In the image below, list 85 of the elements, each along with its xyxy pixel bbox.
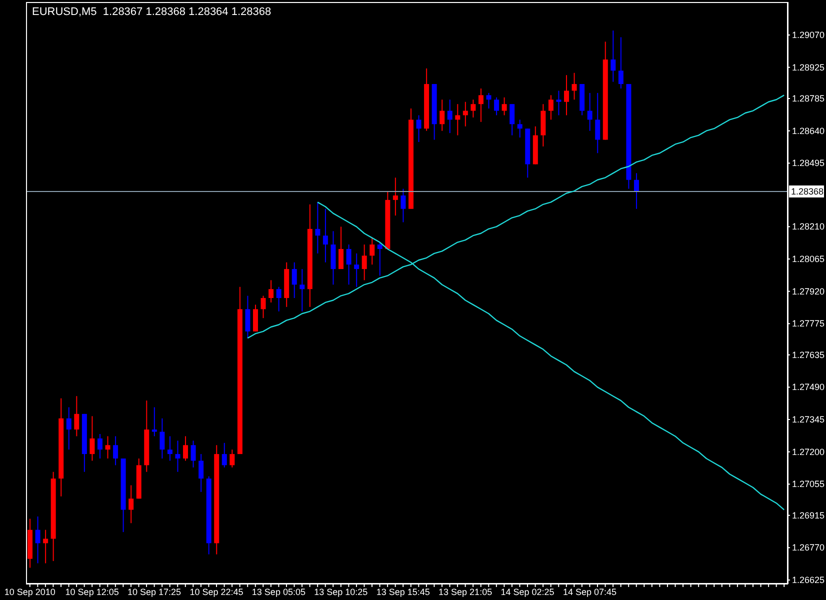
candlestick [494, 96, 500, 116]
candlestick [548, 94, 554, 120]
y-tick-label: 1.26915 [792, 510, 825, 520]
candlestick [440, 99, 445, 132]
candlestick [300, 268, 305, 312]
y-tick-label: 1.28210 [792, 222, 825, 232]
y-tick-label: 1.28640 [792, 126, 825, 136]
candlestick [97, 433, 102, 460]
candlestick [346, 244, 352, 286]
candlestick [43, 529, 48, 564]
candlestick [268, 280, 274, 303]
x-tick-label: 10 Sep 2010 [4, 587, 56, 597]
candlestick [160, 418, 165, 460]
candlestick [634, 172, 639, 210]
candlestick [175, 440, 180, 472]
y-tick-label: 1.27490 [792, 382, 825, 392]
candlestick [564, 74, 570, 116]
candlestick [510, 104, 515, 136]
candlestick [105, 436, 110, 460]
candlestick [354, 252, 360, 288]
candlestick [610, 30, 616, 82]
candlestick [362, 244, 367, 281]
candlestick [595, 92, 600, 154]
candlestick [113, 436, 118, 466]
x-tick-label: 10 Sep 17:25 [128, 587, 182, 597]
y-tick-label: 1.28065 [792, 254, 825, 264]
y-tick-label: 1.27200 [792, 446, 825, 457]
x-tick-label: 13 Sep 15:45 [376, 587, 430, 597]
candlestick [35, 516, 40, 564]
candlestick [517, 119, 522, 138]
candlestick [260, 295, 266, 319]
candlestick [370, 237, 375, 266]
candlestick [486, 92, 492, 110]
candlestick [618, 36, 624, 89]
candlestick [470, 99, 476, 118]
candlestick [276, 286, 282, 312]
candlestick [315, 202, 320, 254]
candlestick [66, 406, 72, 450]
y-tick-label: 1.26770 [792, 542, 825, 553]
candlestick [322, 208, 328, 263]
chart-title: EURUSD,M5 1.28367 1.28368 1.28364 1.28368 [32, 6, 272, 18]
candlestick [167, 436, 172, 462]
candlestick [245, 295, 250, 339]
candlestick [292, 262, 297, 299]
candlestick [447, 99, 452, 134]
candlestick [198, 454, 204, 492]
candlestick [74, 396, 80, 437]
x-tick-label: 14 Sep 02:25 [500, 587, 554, 597]
candlestick [152, 406, 157, 437]
y-tick-label: 1.28925 [792, 62, 825, 72]
candlestick [556, 90, 562, 116]
candlestick [502, 96, 507, 116]
candlestick [400, 188, 406, 223]
y-tick-label: 1.27055 [792, 479, 825, 490]
x-tick-label: 10 Sep 12:05 [65, 587, 119, 597]
candlestick [392, 177, 398, 216]
y-tick-label: 1.28495 [792, 158, 825, 168]
y-tick-label: 1.27635 [792, 350, 825, 360]
candlestick [190, 440, 196, 468]
x-tick-label: 13 Sep 10:25 [314, 587, 368, 597]
x-tick-label: 10 Sep 22:45 [190, 587, 244, 597]
candlestick [222, 442, 227, 468]
candlestick [377, 242, 382, 276]
candlestick [230, 449, 235, 468]
candlestick [252, 304, 258, 332]
candlestick [128, 484, 134, 524]
candlestick [587, 92, 592, 132]
y-tick-label: 1.26625 [792, 574, 825, 585]
candlestick [462, 101, 468, 127]
candlestick [455, 104, 460, 136]
candlestick [183, 436, 188, 462]
candlestick [338, 226, 344, 270]
x-tick-label: 13 Sep 05:05 [252, 587, 306, 597]
candlestick [90, 416, 95, 462]
candlestick [478, 88, 484, 122]
candlestick [416, 114, 422, 142]
ref-line-label: 1.28368 [791, 186, 824, 196]
y-tick-label: 1.27775 [792, 318, 825, 329]
candlestick [572, 72, 577, 100]
x-tick-label: 14 Sep 07:45 [562, 587, 617, 597]
y-tick-label: 1.28785 [792, 94, 825, 104]
y-tick-label: 1.29070 [792, 30, 825, 40]
x-tick-label: 13 Sep 21:05 [438, 587, 492, 597]
y-tick-label: 1.27920 [792, 286, 825, 296]
y-tick-label: 1.27345 [792, 414, 825, 424]
